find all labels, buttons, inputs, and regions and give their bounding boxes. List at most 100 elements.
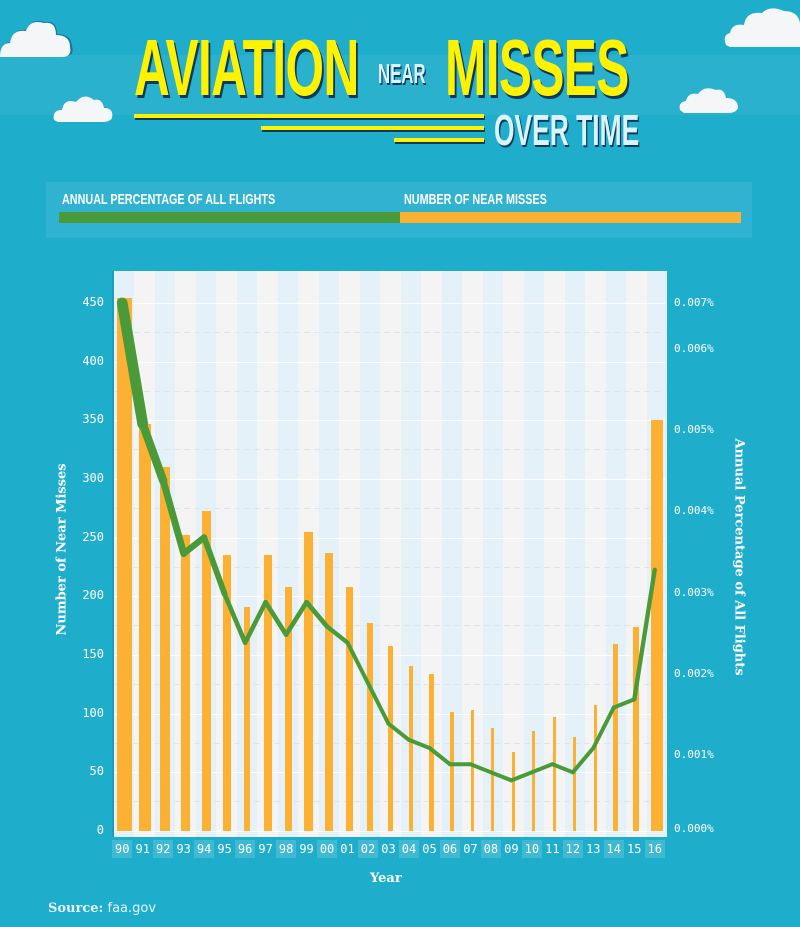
y2-tick-label: 0.007%	[674, 296, 714, 309]
column-stripe	[544, 271, 565, 837]
y-tick-label: 450	[82, 295, 104, 309]
left-axis-title: Number of Near Misses	[54, 463, 70, 636]
x-tick-label: 08	[480, 840, 501, 858]
x-tick-label: 05	[422, 842, 437, 856]
gridline-minor	[114, 449, 665, 451]
bar-near-misses	[552, 717, 556, 831]
bar-near-misses	[450, 712, 454, 831]
x-tick-label: 15	[627, 842, 642, 856]
gridline-minor	[114, 625, 665, 627]
bar-near-misses	[593, 705, 598, 831]
legend: ANNUAL PERCENTAGE OF ALL FLIGHTS NUMBER …	[46, 182, 752, 238]
gridline	[114, 479, 665, 480]
column-stripe	[236, 271, 258, 837]
y-tick-label: 250	[82, 529, 104, 544]
x-tick-label: 13	[586, 842, 601, 856]
x-tick-label: 06	[439, 840, 460, 858]
column-stripe	[339, 271, 360, 837]
gridline-minor	[114, 566, 665, 568]
bar-near-misses	[532, 731, 536, 831]
gridline	[114, 420, 665, 422]
bar-near-misses	[511, 752, 515, 831]
gridline-minor	[114, 508, 665, 509]
bar-near-misses	[201, 510, 211, 831]
y2-tick-label: 0.001%	[674, 748, 714, 761]
bar-near-misses	[304, 531, 313, 831]
bar-near-misses	[633, 626, 640, 831]
x-tick-label: 91	[135, 842, 150, 856]
cloud-icon	[724, 8, 800, 47]
legend-label-near-misses: NUMBER OF NEAR MISSES	[404, 191, 547, 208]
bar-near-misses	[470, 710, 475, 831]
y-tick-label: 350	[82, 412, 104, 427]
column-stripe	[441, 271, 463, 837]
background-band	[0, 55, 800, 115]
plot-area	[112, 271, 667, 837]
gridline	[114, 596, 665, 598]
y2-tick-label: 0.005%	[674, 423, 714, 436]
bar-near-misses	[650, 420, 663, 831]
x-tick-label: 96	[235, 840, 256, 858]
bar-near-misses	[138, 423, 151, 831]
title-underline	[134, 114, 484, 118]
cloud-icon	[679, 88, 738, 113]
y-tick-label: 300	[82, 471, 104, 485]
gridline	[114, 303, 665, 304]
bar-near-misses	[346, 586, 353, 831]
y-tick-label: 50	[89, 764, 104, 779]
cloud-icon	[53, 96, 113, 122]
column-stripe	[585, 271, 606, 837]
source-value: faa.gov	[107, 901, 157, 916]
title-subtitle: OVER TIME	[494, 106, 640, 155]
y2-tick-label: 0.002%	[674, 667, 714, 680]
x-tick-label: 12	[562, 840, 583, 858]
bar-near-misses	[181, 535, 190, 831]
x-tick-label: 98	[276, 840, 297, 858]
bar-near-misses	[367, 623, 373, 831]
x-tick-label: 95	[217, 842, 232, 856]
cloud-icon	[0, 21, 73, 57]
column-stripe	[421, 271, 442, 837]
bar-near-misses	[222, 555, 231, 831]
right-axis-title: Annual Percentage of All Flights	[731, 438, 747, 676]
source-label: Source:	[48, 901, 104, 916]
x-tick-label: 01	[340, 842, 355, 856]
gridline	[114, 361, 665, 363]
bar-near-misses	[491, 727, 495, 831]
x-tick-label: 03	[381, 842, 396, 856]
chart-title: AVIATION NEAR MISSES OVER TIME	[120, 20, 680, 160]
bar-near-misses	[325, 552, 333, 831]
bar-near-misses	[429, 673, 434, 831]
source-note: Source: faa.gov	[48, 901, 156, 916]
bar-near-misses	[263, 555, 272, 831]
gridline-minor	[114, 390, 665, 392]
x-tick-label: 97	[258, 842, 273, 856]
x-tick-label: 16	[644, 840, 665, 858]
y-tick-label: 0	[96, 823, 104, 837]
y2-tick-label: 0.000%	[674, 822, 714, 835]
column-stripe	[257, 271, 278, 837]
x-tick-label: 09	[504, 842, 519, 856]
x-tick-label: 92	[153, 840, 174, 858]
gridline	[114, 537, 665, 539]
column-stripe	[482, 271, 504, 837]
title-word-aviation: AVIATION	[134, 23, 359, 112]
column-stripe	[400, 271, 422, 837]
legend-swatch-near-misses	[400, 212, 741, 223]
y-tick-label: 200	[82, 588, 104, 603]
column-stripe	[277, 271, 299, 837]
bar-near-misses	[573, 737, 577, 831]
bar-near-misses	[284, 586, 292, 831]
gridline-minor	[114, 332, 665, 333]
column-stripe	[462, 271, 483, 837]
bar-near-misses	[613, 644, 619, 831]
column-stripe	[564, 271, 586, 837]
y2-tick-label: 0.004%	[674, 504, 714, 517]
title-underline	[261, 126, 484, 130]
legend-swatch-percentage	[59, 212, 400, 223]
bar-near-misses	[160, 467, 171, 831]
title-underline	[394, 138, 484, 142]
x-tick-label: 00	[317, 840, 338, 858]
gridline	[114, 831, 665, 832]
y-tick-label: 100	[82, 705, 104, 720]
